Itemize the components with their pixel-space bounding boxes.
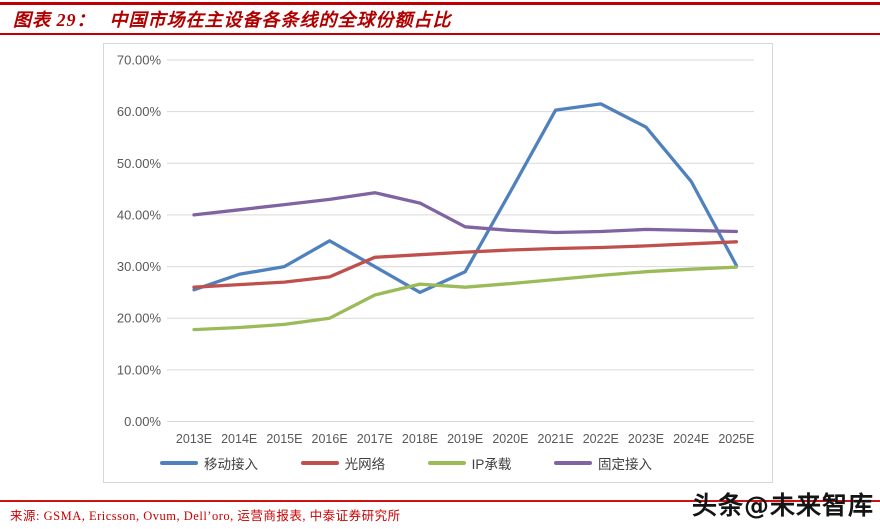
- legend-swatch: [300, 461, 339, 465]
- series-line-移动接入: [192, 102, 739, 295]
- footer-rule: [0, 500, 880, 502]
- legend-item: 光网络: [300, 453, 386, 473]
- header-bottom-rule: [0, 33, 880, 35]
- legend-item: IP承载: [427, 453, 512, 473]
- x-axis-tick-label: 2017E: [357, 432, 393, 446]
- legend-label: IP承载: [471, 457, 512, 472]
- y-axis-tick-label: 0.00%: [124, 414, 161, 429]
- y-axis-tick-label: 40.00%: [117, 207, 162, 222]
- y-axis-tick-label: 30.00%: [117, 259, 162, 274]
- x-axis-tick-label: 2020E: [492, 432, 528, 446]
- x-axis-tick-label: 2019E: [447, 432, 483, 446]
- x-axis-tick-label: 2016E: [312, 432, 348, 446]
- legend-swatch: [160, 461, 198, 465]
- y-axis-tick-label: 10.00%: [117, 362, 162, 377]
- x-axis-tick-label: 2022E: [583, 432, 619, 446]
- legend-label: 固定接入: [598, 457, 652, 472]
- x-axis-tick-label: 2015E: [266, 432, 302, 446]
- legend-item: 固定接入: [554, 453, 652, 473]
- series-line-光网络: [192, 240, 739, 289]
- x-axis-tick-label: 2023E: [628, 432, 664, 446]
- chart-title-text: 中国市场在主设备各条线的全球份额占比: [109, 10, 452, 30]
- x-axis-tick-label: 2018E: [402, 432, 438, 446]
- legend-swatch: [427, 461, 466, 465]
- y-axis-tick-label: 60.00%: [117, 104, 162, 119]
- x-axis-tick-label: 2013E: [176, 432, 212, 446]
- legend-label: 光网络: [344, 457, 386, 472]
- chart-legend: 移动接入 光网络 IP承载 固定接入: [160, 452, 652, 474]
- series-line-固定接入: [192, 191, 739, 235]
- x-axis-tick-label: 2021E: [538, 432, 574, 446]
- chart-title: 图表 29： 中国市场在主设备各条线的全球份额占比: [13, 6, 452, 32]
- legend-label: 移动接入: [204, 457, 258, 472]
- y-axis-tick-label: 50.00%: [117, 156, 162, 171]
- source-note: 来源: GSMA, Ericsson, Ovum, Dell’oro, 运营商报…: [10, 509, 401, 523]
- y-axis-tick-label: 20.00%: [117, 311, 162, 326]
- chart-title-prefix: 图表 29：: [13, 10, 96, 30]
- legend-item: 移动接入: [160, 453, 258, 473]
- header-top-rule: [0, 2, 880, 5]
- series-line-IP承载: [192, 265, 739, 332]
- chart-area: 0.00% 10.00% 20.00% 30.00% 40.00% 50.00% 60.00…: [103, 43, 773, 483]
- y-axis-tick-label: 70.00%: [117, 53, 162, 68]
- x-axis-tick-label: 2024E: [673, 432, 709, 446]
- line-chart-plot: 0.00% 10.00% 20.00% 30.00% 40.00% 50.00% 60.00…: [117, 53, 755, 447]
- x-axis-tick-label: 2014E: [221, 432, 257, 446]
- watermark: 头条@未来智库: [691, 491, 874, 520]
- x-axis-tick-label: 2025E: [718, 432, 754, 446]
- legend-swatch: [554, 461, 592, 465]
